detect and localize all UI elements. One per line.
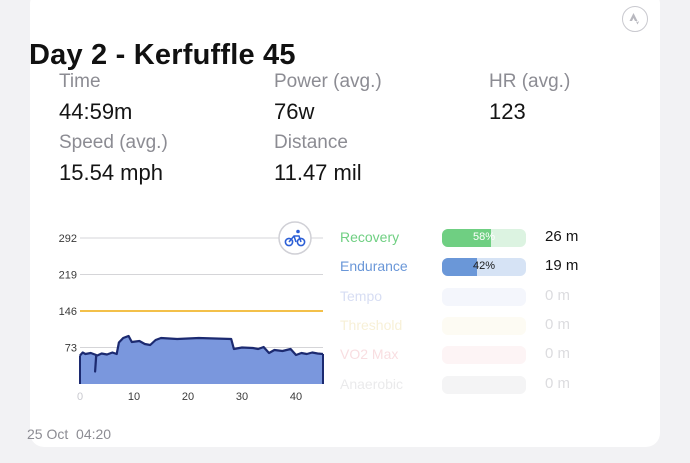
x-tick-label: 30 (236, 391, 248, 403)
activity-time-of-day: 04:20 (76, 426, 112, 442)
zone-name: Endurance (340, 258, 408, 274)
zone-percent: 42% (472, 260, 496, 272)
zone-time: 0 m (545, 287, 571, 304)
activity-datetime: 25 Oct 04:20 (27, 426, 111, 442)
y-tick-label: 146 (59, 306, 77, 318)
stat-distance-value: 11.47 mil (274, 160, 362, 185)
x-tick-label: 10 (128, 391, 140, 403)
zone-bar (442, 317, 526, 335)
stat-speed-value: 15.54 mph (59, 160, 163, 185)
y-tick-label: 292 (59, 233, 77, 245)
activity-title: Day 2 - Kerfuffle 45 (29, 39, 296, 71)
zone-name: VO2 Max (340, 346, 399, 362)
power-area (80, 336, 323, 384)
zone-row-recovery: Recovery 58% 26 m (340, 227, 600, 249)
zone-row-tempo: Tempo 0 m (340, 286, 600, 308)
zone-time: 0 m (545, 316, 571, 333)
x-tick-label: 40 (290, 391, 302, 403)
zone-time: 19 m (545, 257, 579, 274)
stat-time-label: Time (59, 71, 101, 92)
zone-bar (442, 288, 526, 306)
zone-name: Recovery (340, 229, 400, 245)
zone-bar-fill (442, 258, 478, 276)
zone-percent: 58% (472, 231, 496, 243)
x-tick-label: 0 (77, 391, 83, 403)
stat-power-label: Power (avg.) (274, 71, 382, 92)
y-tick-label: 219 (59, 270, 77, 282)
zone-name: Threshold (340, 317, 403, 333)
y-tick-label: 73 (65, 343, 77, 355)
zone-bar (442, 346, 526, 364)
stat-hr: HR (avg.) 123 (489, 71, 570, 125)
zone-bar: 42% (442, 258, 526, 276)
stat-power-value: 76w (274, 99, 315, 124)
stat-distance-label: Distance (274, 132, 348, 153)
zone-row-anaerobic: Anaerobic 0 m (340, 374, 600, 396)
stat-time-value: 44:59m (59, 99, 133, 124)
stat-distance: Distance 11.47 mil (274, 132, 362, 186)
zone-time: 0 m (545, 345, 571, 362)
stat-speed: Speed (avg.) 15.54 mph (59, 132, 168, 186)
zone-bar-fill (442, 229, 491, 247)
stat-hr-value: 123 (489, 99, 526, 124)
strava-badge[interactable] (622, 6, 648, 32)
power-line (79, 334, 324, 373)
bicycle-icon[interactable] (278, 221, 312, 255)
stat-time: Time 44:59m (59, 71, 132, 125)
zone-row-threshold: Threshold 0 m (340, 315, 600, 337)
activity-date: 25 Oct (27, 426, 69, 442)
zone-time: 0 m (545, 375, 571, 392)
zone-name: Anaerobic (340, 376, 404, 392)
zone-name: Tempo (340, 288, 383, 304)
stat-speed-label: Speed (avg.) (59, 132, 168, 153)
x-tick-label: 20 (182, 391, 194, 403)
strava-icon (629, 13, 639, 25)
zone-bar (442, 376, 526, 394)
zone-row-endurance: Endurance 42% 19 m (340, 256, 600, 278)
zone-bar: 58% (442, 229, 526, 247)
stat-hr-label: HR (avg.) (489, 71, 571, 92)
stat-power: Power (avg.) 76w (274, 71, 382, 125)
zone-time: 26 m (545, 228, 579, 245)
zone-row-vo2-max: VO2 Max 0 m (340, 344, 600, 366)
